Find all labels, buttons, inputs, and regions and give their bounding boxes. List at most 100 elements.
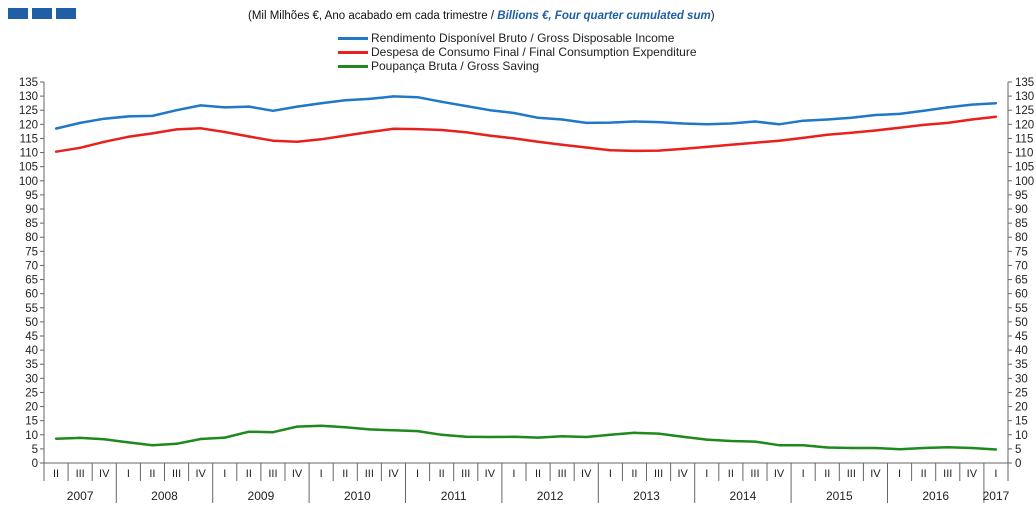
y-tick-label-left: 130 — [19, 91, 38, 103]
x-quarter-label: I — [320, 468, 323, 480]
x-quarter-label: IV — [870, 468, 881, 480]
data-point-1 — [103, 140, 106, 144]
y-tick-label-left: 20 — [25, 402, 38, 414]
y-tick-label-left: 110 — [20, 148, 38, 160]
data-point-0 — [127, 115, 130, 118]
data-point-2 — [392, 429, 395, 432]
x-quarter-label: III — [558, 468, 567, 480]
x-quarter-label: IV — [774, 468, 785, 480]
subtitle-end: ) — [710, 10, 715, 22]
data-point-1 — [729, 143, 733, 146]
x-quarter-label: IV — [485, 468, 496, 480]
data-point-1 — [585, 146, 588, 149]
x-year-label: 2016 — [922, 489, 949, 503]
data-point-2 — [175, 442, 178, 446]
x-quarter-label: II — [728, 468, 734, 480]
x-year-label: 2011 — [441, 489, 467, 503]
y-tick-label-left: 50 — [25, 317, 38, 329]
brand-block-1 — [8, 8, 28, 19]
y-tick-label-left: 30 — [25, 373, 38, 385]
data-point-1 — [512, 137, 516, 140]
y-tick-label-left: 115 — [20, 133, 38, 145]
y-tick-label-left: 120 — [19, 119, 38, 131]
data-point-0 — [946, 106, 949, 109]
data-point-0 — [777, 123, 781, 126]
data-point-2 — [319, 424, 323, 427]
x-quarter-label: IV — [388, 468, 399, 480]
data-point-1 — [78, 146, 82, 149]
y-tick-label-right: 25 — [1015, 387, 1028, 399]
x-year-label: 2012 — [537, 489, 564, 503]
data-point-2 — [368, 428, 371, 431]
x-quarter-label: II — [246, 468, 252, 480]
data-point-2 — [585, 435, 588, 439]
data-point-1 — [657, 149, 660, 152]
x-quarter-label: II — [439, 468, 445, 480]
x-quarter-label: IV — [99, 468, 110, 480]
data-point-1 — [247, 135, 251, 138]
data-point-1 — [536, 140, 540, 144]
x-quarter-label: IV — [581, 468, 592, 480]
x-quarter-label: III — [172, 468, 181, 480]
legend-item-consumption: Despesa de Consumo Final / Final Consump… — [338, 45, 697, 59]
x-quarter-label: I — [705, 468, 708, 480]
data-point-0 — [633, 120, 636, 123]
data-point-0 — [199, 104, 202, 107]
data-point-0 — [753, 120, 757, 123]
data-point-0 — [78, 121, 82, 125]
data-point-1 — [223, 130, 226, 134]
data-point-1 — [295, 140, 299, 144]
x-year-label: 2017 — [983, 489, 1010, 503]
y-tick-label-left: 5 — [32, 444, 38, 456]
data-point-2 — [946, 445, 949, 449]
y-tick-label-right: 75 — [1015, 246, 1028, 258]
series-line-2 — [55, 424, 997, 451]
data-point-0 — [488, 109, 492, 112]
x-quarter-label: I — [512, 468, 515, 480]
data-point-0 — [295, 105, 299, 108]
y-tick-label-right: 0 — [1015, 458, 1021, 470]
data-point-0 — [392, 95, 395, 98]
data-point-0 — [416, 96, 419, 99]
data-point-0 — [681, 122, 684, 125]
data-point-1 — [874, 129, 877, 132]
data-point-2 — [609, 433, 612, 436]
data-point-2 — [970, 446, 974, 450]
legend-label-income: Rendimento Disponível Bruto / Gross Disp… — [371, 31, 675, 45]
legend-swatch-income — [338, 36, 368, 40]
data-point-2 — [78, 436, 82, 440]
y-tick-label-left: 15 — [25, 416, 38, 428]
data-point-0 — [54, 127, 58, 130]
x-quarter-label: II — [149, 468, 155, 480]
data-point-0 — [994, 101, 998, 105]
legend-label-saving: Poupança Bruta / Gross Saving — [371, 59, 540, 73]
y-tick-label-left: 45 — [25, 331, 38, 343]
y-tick-label-right: 20 — [1015, 402, 1028, 414]
data-point-1 — [609, 149, 612, 152]
x-quarter-label: IV — [195, 468, 206, 480]
data-point-0 — [826, 118, 829, 121]
data-point-0 — [705, 123, 708, 126]
data-point-2 — [103, 438, 106, 441]
data-point-1 — [946, 121, 949, 125]
x-year-label: 2008 — [151, 489, 178, 503]
y-tick-label-left: 100 — [19, 176, 38, 188]
y-tick-label-right: 65 — [1015, 275, 1028, 287]
x-quarter-label: III — [847, 468, 856, 480]
data-point-1 — [127, 135, 130, 138]
data-point-0 — [850, 116, 853, 120]
data-point-2 — [850, 446, 853, 450]
x-quarter-label: I — [994, 468, 997, 480]
data-point-2 — [705, 438, 708, 441]
x-quarter-label: III — [365, 468, 374, 480]
data-point-1 — [970, 118, 974, 121]
data-point-1 — [898, 126, 901, 129]
x-quarter-label: IV — [967, 468, 978, 480]
data-point-1 — [826, 133, 829, 136]
data-point-1 — [271, 139, 275, 142]
x-quarter-label: II — [824, 468, 830, 480]
data-point-2 — [753, 440, 757, 443]
data-point-1 — [54, 150, 58, 153]
x-quarter-label: III — [654, 468, 663, 480]
data-point-2 — [199, 437, 202, 441]
